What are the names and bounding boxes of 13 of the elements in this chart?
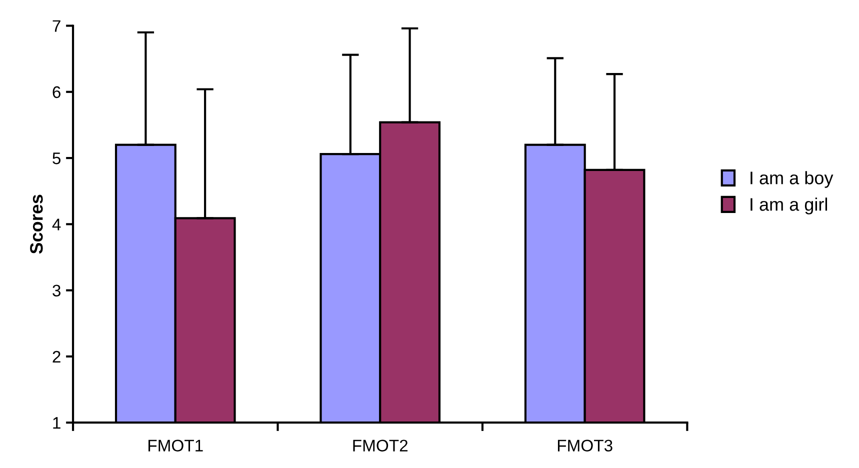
y-tick-label: 1 (53, 417, 60, 429)
legend-label: I am a girl (750, 198, 828, 214)
y-tick-label: 3 (52, 284, 60, 297)
y-tick-label: 6 (52, 86, 60, 98)
x-tick-label: FMOT1 (148, 440, 203, 452)
x-tick-label: FMOT3 (558, 440, 612, 452)
y-axis-title: Scores (30, 194, 43, 254)
legend-label: I am a boy (750, 171, 834, 188)
y-tick-label: 5 (52, 152, 61, 164)
y-tick-label: 7 (52, 20, 60, 32)
x-tick-label: FMOT2 (353, 440, 408, 452)
y-tick-label: 2 (52, 350, 60, 362)
y-tick-label: 4 (52, 218, 61, 230)
